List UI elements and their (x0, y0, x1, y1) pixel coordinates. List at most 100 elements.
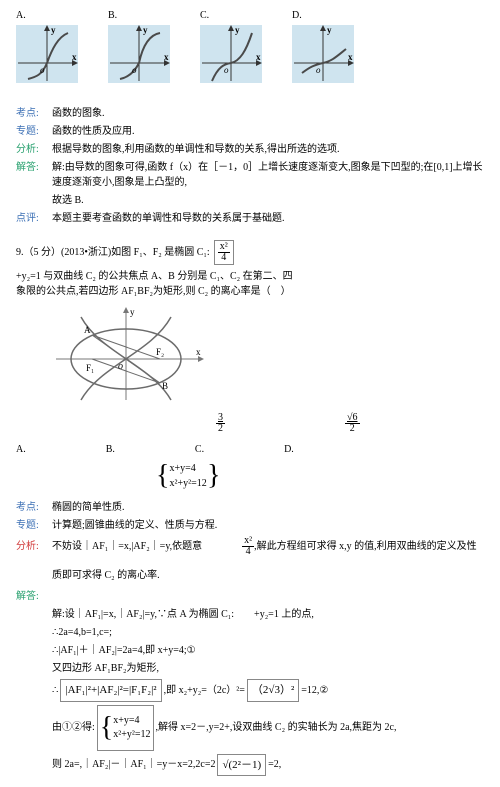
sys1-l1: x+y=4 (169, 462, 206, 477)
frac-den: 2 (348, 424, 357, 434)
q9-head2: +y₂=1 与双曲线 C₂ 的公共焦点 A、B 分别是 C₁、C₂ 在第二、四 (16, 269, 293, 284)
brace-icon: { (156, 455, 169, 497)
q9-fraction: x² 4 (214, 240, 234, 265)
jieda-text2: 故选 B. (16, 193, 484, 208)
fenxi-label: 分析: (16, 142, 52, 157)
opt2-a: A. (16, 442, 26, 457)
jieda-row: 解答: 解:由导数的图象可得,函数 f（x）在［－1，0］上增长速度逐渐变大,图… (16, 160, 484, 190)
svg-text:o: o (316, 65, 321, 75)
solve-s2: ∴2a=4,b=1,c=; (52, 625, 484, 640)
sys1-l2: x²+y²=12 (169, 477, 206, 491)
solve-s4: 又四边形 AF₁BF₂为矩形, (52, 661, 484, 676)
options-row-1: A. o x y B. o x y C. (16, 8, 484, 83)
kaodian-label: 考点: (16, 500, 52, 515)
dianping-label: 点评: (16, 211, 52, 226)
fenxi-label-red: 分析: (16, 539, 52, 554)
s7a: 则 2a=,｜AF₂|－｜AF₁｜=y－x=2,2c=2 (52, 757, 215, 772)
sys2-l1: x+y=4 (113, 714, 150, 728)
zhuanti-label: 专题: (16, 124, 52, 139)
graph-b: o x y (108, 25, 170, 83)
jieda-label: 解答: (16, 589, 52, 604)
svg-text:y: y (327, 25, 332, 35)
s6b: ,解得 x=2－,y=2+,设双曲线 C₂ 的实轴长为 2a,焦距为 2c, (156, 720, 397, 735)
opt-label-c: C. (200, 8, 209, 23)
zhuanti-row: 专题: 函数的性质及应用. (16, 124, 484, 139)
options-row-2-frac: 3 2 √6 2 (16, 413, 484, 434)
opt-label-a: A. (16, 8, 26, 23)
brace-icon: { (207, 455, 220, 497)
option-c: C. o x y (200, 8, 262, 83)
graph-a: o x y (16, 25, 78, 83)
kaodian-label: 考点: (16, 106, 52, 121)
option-b: B. o x y (108, 8, 170, 83)
sqrt-box: √(2²－1) (217, 754, 266, 777)
opt-label-b: B. (108, 8, 117, 23)
fenxi-post: ,解此方程组可求得 x,y 的值,利用双曲线的定义及性 (254, 539, 477, 554)
dianping-text: 本题主要考查函数的单调性和导数的关系属于基础题. (52, 211, 484, 226)
zhuanti-row-2: 专题: 计算题;圆锥曲线的定义、性质与方程. (16, 518, 484, 533)
dianping-row: 点评: 本题主要考查函数的单调性和导数的关系属于基础题. (16, 211, 484, 226)
graph-c: o x y (200, 25, 262, 83)
question-9: 9.（5 分）(2013•浙江)如图 F₁、F₂ 是椭圆 C₁: x² 4 +y… (16, 240, 484, 299)
frac-den: 4 (219, 253, 228, 263)
q9-line1: 9.（5 分）(2013•浙江)如图 F₁、F₂ 是椭圆 C₁: x² 4 +y… (16, 240, 484, 284)
solve-s6: 由①②得: { x+y=4 x²+y²=12 ,解得 x=2－,y=2+,设双曲… (52, 705, 484, 751)
opt-label-d: D. (292, 8, 302, 23)
jieda-label: 解答: (16, 160, 52, 190)
svg-text:o: o (40, 65, 45, 75)
solve-s1: 解:设｜AF₁|=x,｜AF₂|=y,∵点 A 为椭圆 C₁: +y₂=1 上的… (52, 607, 484, 622)
svg-text:B: B (162, 381, 168, 391)
svg-text:y: y (130, 307, 135, 317)
frac-den: 2 (216, 424, 225, 434)
jieda-text1: 解:由导数的图象可得,函数 f（x）在［－1，0］上增长速度逐渐变大,图象是下凹… (52, 160, 484, 190)
fenxi-row-2: 分析: 不妨设｜AF₁｜=x,|AF₂｜=y,依题意 x² 4 ,解此方程组可求… (16, 536, 484, 557)
fenxi-pre: 不妨设｜AF₁｜=x,|AF₂｜=y,依题意 (52, 539, 202, 554)
svg-text:F₁: F₁ (86, 363, 94, 373)
q9-line2: 象限的公共点,若四边形 AF₁BF₂为矩形,则 C₂ 的离心率是（ ） (16, 284, 484, 299)
s5b: ,即 x₂+y₂=（2c）²= (164, 683, 245, 698)
kaodian-text: 函数的图象. (52, 106, 484, 121)
q9-head1: 9.（5 分）(2013•浙江)如图 F₁、F₂ 是椭圆 C₁: (16, 245, 210, 260)
svg-text:x: x (196, 347, 201, 357)
svg-text:A: A (84, 325, 91, 335)
fenxi-row: 分析: 根据导数的图象,利用函数的单调性和导数的关系,得出所选的选项. (16, 142, 484, 157)
fenxi-frac: x² 4 (242, 536, 254, 557)
opt2-b: B. (106, 442, 115, 457)
kaodian-text: 椭圆的简单性质. (52, 500, 484, 515)
kaodian-row-2: 考点: 椭圆的简单性质. (16, 500, 484, 515)
svg-text:x: x (72, 52, 77, 62)
svg-text:x: x (164, 52, 169, 62)
zhuanti-text: 函数的性质及应用. (52, 124, 484, 139)
graph-d: o x y (292, 25, 354, 83)
af-box: |AF₁|²+|AF₂|²=|F₁F₂|² (60, 679, 161, 702)
fenxi-line2: 质即可求得 C₂ 的离心率. (16, 568, 484, 583)
jieda-row-2: 解答: (16, 589, 484, 604)
zhuanti-label: 专题: (16, 518, 52, 533)
opt2-d: D. (284, 442, 294, 457)
svg-text:o: o (132, 65, 137, 75)
solve-s5: ∴ |AF₁|²+|AF₂|²=|F₁F₂|² ,即 x₂+y₂=（2c）²= … (52, 679, 484, 702)
svg-text:F₂: F₂ (156, 347, 164, 357)
sys2-l2: x²+y²=12 (113, 728, 150, 742)
brace-icon: { (100, 707, 113, 749)
s6a: 由①②得: (52, 720, 95, 735)
sys1: { x+y=4 x²+y²=12 { (156, 455, 484, 497)
ellipse-figure: o x y F₁ F₂ A B (46, 305, 206, 405)
fenxi-text: 根据导数的图象,利用函数的单调性和导数的关系,得出所选的选项. (52, 142, 484, 157)
zhuanti-text: 计算题;圆锥曲线的定义、性质与方程. (52, 518, 484, 533)
svg-text:y: y (51, 25, 56, 35)
option-d: D. o x y (292, 8, 354, 83)
frac-den: 4 (244, 547, 253, 557)
s7b: =2, (268, 757, 281, 772)
solve-s7: 则 2a=,｜AF₂|－｜AF₁｜=y－x=2,2c=2 √(2²－1) =2, (52, 754, 484, 777)
svg-text:y: y (235, 25, 240, 35)
s5a: ∴ (52, 683, 58, 698)
svg-text:y: y (143, 25, 148, 35)
svg-text:o: o (118, 361, 123, 372)
solve-s3: ∴|AF₁|＋｜AF₂|=2a=4,即 x+y=4;① (52, 643, 484, 658)
frac-sqrt6-2: √6 2 (345, 413, 360, 434)
option-a: A. o x y (16, 8, 78, 83)
kaodian-row: 考点: 函数的图象. (16, 106, 484, 121)
frac-3-2: 3 2 (216, 413, 225, 434)
svg-text:x: x (348, 52, 353, 62)
